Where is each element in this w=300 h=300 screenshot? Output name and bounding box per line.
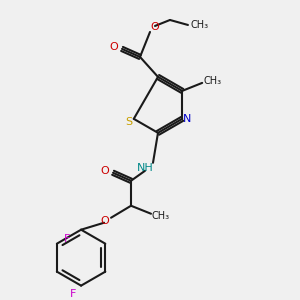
Text: O: O [101,216,110,226]
Text: F: F [70,289,76,298]
Text: O: O [110,42,118,52]
Text: N: N [183,114,191,124]
Text: O: O [101,166,110,176]
Text: CH₃: CH₃ [191,20,209,30]
Text: O: O [151,22,159,32]
Text: S: S [125,117,132,127]
Text: F: F [64,234,70,244]
Text: CH₃: CH₃ [203,76,221,86]
Text: NH: NH [136,163,153,173]
Text: CH₃: CH₃ [152,211,170,221]
